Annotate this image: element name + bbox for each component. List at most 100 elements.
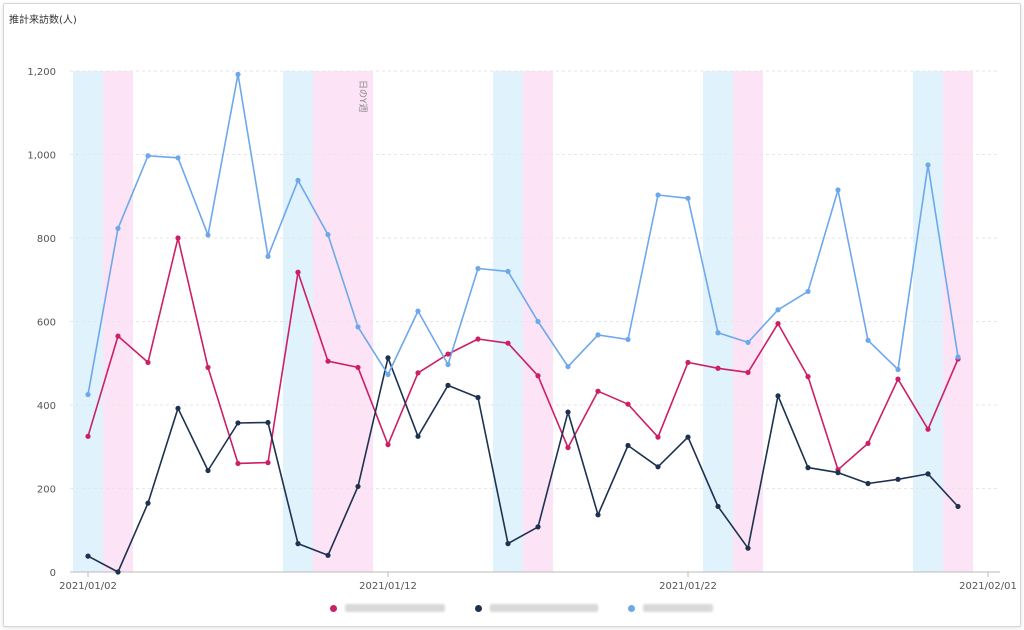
data-point[interactable] xyxy=(565,444,571,451)
data-point[interactable] xyxy=(805,465,811,471)
data-point[interactable] xyxy=(415,433,421,439)
data-point[interactable] xyxy=(685,359,691,366)
data-point[interactable] xyxy=(805,288,811,295)
data-point[interactable] xyxy=(775,320,781,327)
x-tick-label: 2021/01/12 xyxy=(359,581,417,592)
data-point[interactable] xyxy=(295,177,301,183)
data-point[interactable] xyxy=(475,265,481,272)
data-point[interactable] xyxy=(595,388,601,394)
data-point[interactable] xyxy=(295,541,301,547)
x-tick-label: 2021/01/22 xyxy=(659,581,717,592)
data-point[interactable] xyxy=(85,553,91,559)
series-points xyxy=(85,71,961,575)
data-point[interactable] xyxy=(325,232,331,238)
data-point[interactable] xyxy=(535,373,541,379)
data-point[interactable] xyxy=(175,235,181,241)
legend xyxy=(330,604,713,612)
y-tick-label: 800 xyxy=(37,234,56,245)
data-point[interactable] xyxy=(805,374,811,380)
data-point[interactable] xyxy=(895,366,901,373)
data-point[interactable] xyxy=(145,500,151,506)
data-point[interactable] xyxy=(685,434,691,440)
data-point[interactable] xyxy=(685,195,691,201)
data-point[interactable] xyxy=(925,471,931,477)
data-point[interactable] xyxy=(325,358,331,364)
data-point[interactable] xyxy=(565,363,571,370)
data-point[interactable] xyxy=(205,232,211,238)
data-point[interactable] xyxy=(595,332,601,338)
data-point[interactable] xyxy=(265,253,271,259)
data-point[interactable] xyxy=(715,330,721,336)
data-point[interactable] xyxy=(145,153,151,159)
data-point[interactable] xyxy=(385,442,391,448)
data-point[interactable] xyxy=(775,393,781,399)
data-point[interactable] xyxy=(925,426,931,432)
y-tick-label: 0 xyxy=(50,568,56,579)
data-point[interactable] xyxy=(445,361,451,368)
data-point[interactable] xyxy=(745,369,751,376)
data-point[interactable] xyxy=(715,503,721,510)
data-point[interactable] xyxy=(625,336,631,343)
data-point[interactable] xyxy=(865,440,871,447)
series-lines xyxy=(87,73,959,573)
data-point[interactable] xyxy=(655,434,661,440)
data-point[interactable] xyxy=(655,464,661,470)
data-point[interactable] xyxy=(745,339,751,345)
data-point[interactable] xyxy=(385,355,391,361)
data-point[interactable] xyxy=(445,351,451,357)
data-point[interactable] xyxy=(505,268,511,274)
data-point[interactable] xyxy=(535,318,541,325)
data-point[interactable] xyxy=(85,391,91,398)
data-point[interactable] xyxy=(235,420,241,426)
data-point[interactable] xyxy=(115,333,121,339)
data-point[interactable] xyxy=(415,308,421,314)
data-point[interactable] xyxy=(175,405,181,411)
legend-item-series-3[interactable] xyxy=(628,604,713,612)
data-point[interactable] xyxy=(475,336,481,342)
data-point[interactable] xyxy=(835,470,841,476)
data-point[interactable] xyxy=(265,419,271,426)
data-point[interactable] xyxy=(205,467,211,474)
data-point[interactable] xyxy=(895,476,901,482)
data-point[interactable] xyxy=(595,512,601,518)
data-point[interactable] xyxy=(355,483,361,490)
data-point[interactable] xyxy=(535,524,541,530)
data-point[interactable] xyxy=(355,364,361,371)
data-point[interactable] xyxy=(775,307,781,313)
data-point[interactable] xyxy=(505,541,511,547)
data-point[interactable] xyxy=(325,552,331,558)
data-point[interactable] xyxy=(235,460,241,467)
data-point[interactable] xyxy=(205,364,211,371)
data-point[interactable] xyxy=(955,503,961,510)
data-point[interactable] xyxy=(175,155,181,161)
data-point[interactable] xyxy=(415,370,421,376)
data-point[interactable] xyxy=(625,401,631,407)
legend-item-series-1[interactable] xyxy=(330,604,445,612)
data-point[interactable] xyxy=(625,442,631,449)
data-point[interactable] xyxy=(505,340,511,346)
data-point[interactable] xyxy=(145,359,151,366)
data-point[interactable] xyxy=(925,162,931,168)
data-point[interactable] xyxy=(115,569,121,575)
data-point[interactable] xyxy=(655,192,661,198)
x-axis-ticks: 2021/01/02 2021/01/12 2021/01/22 2021/02/01 xyxy=(59,572,1017,592)
data-point[interactable] xyxy=(295,269,301,275)
data-point[interactable] xyxy=(265,460,271,466)
data-point[interactable] xyxy=(565,409,571,415)
data-point[interactable] xyxy=(715,365,721,371)
data-point[interactable] xyxy=(115,225,121,231)
data-point[interactable] xyxy=(355,324,361,330)
data-point[interactable] xyxy=(235,71,241,77)
data-point[interactable] xyxy=(955,354,961,360)
data-point[interactable] xyxy=(745,545,751,551)
data-point[interactable] xyxy=(865,337,871,343)
data-point[interactable] xyxy=(475,394,481,401)
legend-item-series-2[interactable] xyxy=(475,604,598,612)
data-point[interactable] xyxy=(835,187,841,193)
data-point[interactable] xyxy=(895,376,901,382)
data-point[interactable] xyxy=(385,371,391,378)
data-point[interactable] xyxy=(445,382,451,388)
data-point[interactable] xyxy=(85,433,91,439)
data-point[interactable] xyxy=(865,480,871,487)
